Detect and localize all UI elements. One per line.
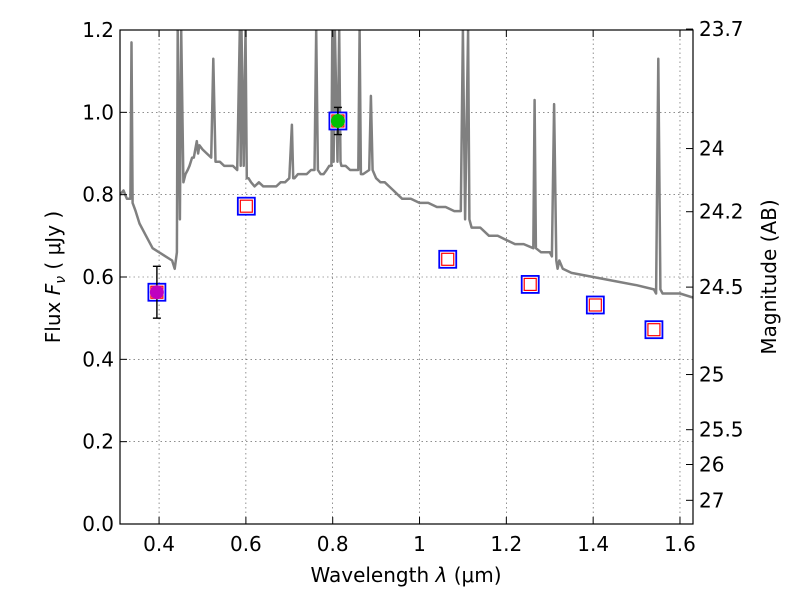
photometry-points [147,106,664,340]
y-axis-label: Flux Fν ( μJy ) [41,211,69,343]
predicted-flux-square [441,252,455,266]
y-tick-label: 0.2 [82,430,114,454]
y2-tick-label: 24.5 [699,275,744,299]
y-tick-label: 0.8 [82,183,114,207]
y2-tick-label: 23.7 [699,17,744,41]
y-tick-label: 1.0 [82,100,114,124]
y2-tick-label: 24.2 [699,200,744,224]
x-tick-label: 0.6 [230,532,262,556]
y2-tick-label: 25.5 [699,418,744,442]
grid-layer [120,30,693,524]
x-tick-label: 0.8 [317,532,349,556]
x-tick-label: 0.4 [143,532,175,556]
predicted-flux-square [239,199,253,213]
x-axis-label: Wavelength λ (μm) [310,563,501,587]
observed-flux-marker [330,113,345,128]
y-tick-label: 0.0 [82,512,114,536]
photometry-point [328,106,348,136]
photometry-point [520,275,540,294]
y-tick-label: 0.6 [82,265,114,289]
tick-labels: 0.4 0.6 0.8 1 1.2 1.4 1.6 0.0 0.2 0.4 0.6 0.8 1.0 1.2… [82,17,743,556]
predicted-flux-square [647,323,661,337]
observed-flux-marker [149,285,164,300]
predicted-flux-square [588,298,602,312]
photometry-point [644,320,664,340]
y-tick-label: 1.2 [82,18,114,42]
y2-tick-label: 27 [699,488,724,512]
x-tick-label: 1.6 [664,532,696,556]
y2-tick-label: 26 [699,452,724,476]
y2-tick-label: 25 [699,363,724,387]
x-tick-label: 1.4 [577,532,609,556]
model-spectrum-line [120,30,693,299]
axis-ticks [120,28,693,525]
photometry-point [236,196,256,216]
y2-axis-label: Magnitude (AB) [757,199,781,354]
x-tick-label: 1 [413,532,426,556]
y-tick-label: 0.4 [82,347,114,371]
photometry-point [438,249,458,269]
predicted-flux-square [523,277,537,292]
y2-tick-label: 24 [699,137,724,161]
plot-area [120,30,693,340]
photometry-point [585,295,605,315]
photometry-point [147,265,167,319]
x-tick-label: 1.2 [490,532,522,556]
